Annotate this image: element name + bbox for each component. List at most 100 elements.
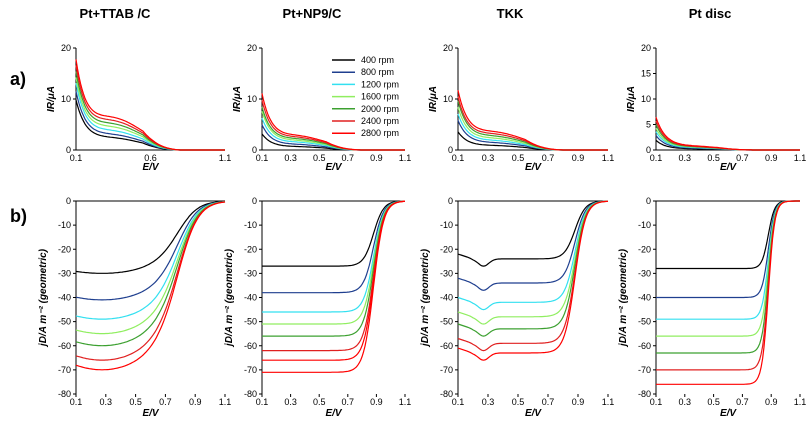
series-line-2000-rpm bbox=[457, 100, 608, 151]
y-tick-label: -70 bbox=[440, 365, 453, 375]
x-tick-label: 0.9 bbox=[765, 153, 778, 163]
y-tick-label: -10 bbox=[440, 220, 453, 230]
x-tick-label: 0.3 bbox=[100, 397, 113, 407]
legend-entry: 800 rpm bbox=[361, 67, 394, 77]
y-axis-label: IR/μA bbox=[46, 86, 57, 112]
x-axis-label: E/V bbox=[142, 408, 159, 419]
plot-panel-a-2: 0.1 0.3 0.5 0.7 0.9 1.1 0 10 20 E/V IR/μA bbox=[232, 43, 411, 173]
y-tick-label: -70 bbox=[638, 365, 651, 375]
x-tick-label: 0.5 bbox=[707, 397, 720, 407]
x-tick-label: 0.9 bbox=[370, 153, 383, 163]
y-tick-label: -40 bbox=[638, 293, 651, 303]
x-tick-label: 0.1 bbox=[452, 153, 465, 163]
x-tick-label: 0.1 bbox=[650, 397, 663, 407]
x-tick-label: 0.7 bbox=[159, 397, 172, 407]
y-tick-label: 10 bbox=[443, 94, 453, 104]
plot-panel-b-3: 0.1 0.3 0.5 0.7 0.9 1.1 0 -10 -20 -30 -40 -50 -60 -70… bbox=[420, 196, 614, 419]
y-axis-label: IR/μA bbox=[232, 86, 243, 112]
x-tick-label: 0.9 bbox=[765, 397, 778, 407]
disc-series-line bbox=[75, 200, 226, 274]
y-axis-label: IR/μA bbox=[626, 86, 637, 112]
x-tick-label: 0.5 bbox=[512, 397, 525, 407]
y-tick-label: 0 bbox=[66, 145, 71, 155]
x-tick-label: 0.3 bbox=[482, 153, 495, 163]
y-tick-label: 20 bbox=[61, 43, 71, 53]
y-tick-label: 0 bbox=[448, 145, 453, 155]
disc-series-line bbox=[656, 200, 800, 320]
x-axis-label: E/V bbox=[325, 162, 342, 173]
x-tick-label: 0.9 bbox=[572, 397, 585, 407]
y-tick-label: -60 bbox=[244, 341, 257, 351]
disc-series-line bbox=[75, 201, 226, 347]
y-tick-label: 0 bbox=[646, 196, 651, 206]
y-tick-label: 0 bbox=[646, 145, 651, 155]
x-tick-label: 1.1 bbox=[399, 153, 412, 163]
y-tick-label: -50 bbox=[638, 317, 651, 327]
x-tick-label: 0.3 bbox=[482, 397, 495, 407]
y-axis-label: IR/μA bbox=[428, 86, 439, 112]
y-axis-label: jD/A m⁻² (geometric) bbox=[420, 248, 431, 348]
plot-panel-a-3: 0.1 0.3 0.5 0.7 0.9 1.1 0 10 20 E/V IR/μA bbox=[428, 43, 614, 173]
legend-entry: 2000 rpm bbox=[361, 104, 399, 114]
x-tick-label: 0.5 bbox=[129, 397, 142, 407]
x-tick-label: 0.3 bbox=[284, 397, 297, 407]
x-tick-label: 0.1 bbox=[256, 397, 269, 407]
legend-entry: 2400 rpm bbox=[361, 116, 399, 126]
series-line-2800-rpm bbox=[457, 90, 608, 151]
y-tick-label: -30 bbox=[638, 268, 651, 278]
series-line-2800-rpm bbox=[75, 59, 225, 151]
y-tick-label: -80 bbox=[638, 389, 651, 399]
disc-series-line bbox=[656, 200, 800, 299]
y-tick-label: -80 bbox=[244, 389, 257, 399]
x-tick-label: 1.1 bbox=[794, 153, 807, 163]
x-tick-label: 0.1 bbox=[256, 153, 269, 163]
disc-series-line bbox=[457, 200, 609, 337]
y-tick-label: -60 bbox=[638, 341, 651, 351]
y-tick-label: -20 bbox=[440, 244, 453, 254]
series-line-2800-rpm bbox=[261, 93, 405, 151]
disc-series-line bbox=[262, 200, 405, 294]
y-tick-label: 0 bbox=[252, 196, 257, 206]
y-tick-label: -60 bbox=[440, 341, 453, 351]
title-panel-1: Pt+TTAB /C bbox=[80, 6, 152, 21]
disc-series-line bbox=[75, 201, 226, 335]
disc-series-line bbox=[262, 200, 406, 373]
y-tick-label: -80 bbox=[440, 389, 453, 399]
series-line-2400-rpm bbox=[457, 96, 608, 151]
y-tick-label: -70 bbox=[58, 365, 71, 375]
y-tick-label: 10 bbox=[641, 94, 651, 104]
x-tick-label: 0.5 bbox=[707, 153, 720, 163]
y-tick-label: -30 bbox=[440, 268, 453, 278]
disc-series-line bbox=[75, 201, 226, 371]
title-panel-2: Pt+NP9/C bbox=[283, 6, 342, 21]
x-tick-label: 1.1 bbox=[602, 397, 615, 407]
x-tick-label: 0.7 bbox=[342, 153, 355, 163]
y-tick-label: -10 bbox=[244, 220, 257, 230]
plot-panel-b-2: 0.1 0.3 0.5 0.7 0.9 1.1 0 -10 -20 -30 -40 -50 -60 -70… bbox=[224, 196, 411, 419]
x-tick-label: 0.5 bbox=[313, 153, 326, 163]
x-axis-label: E/V bbox=[142, 162, 159, 173]
y-tick-label: 10 bbox=[247, 94, 257, 104]
x-tick-label: 0.7 bbox=[736, 153, 749, 163]
x-tick-label: 0.7 bbox=[542, 153, 555, 163]
disc-series-line bbox=[656, 200, 800, 371]
x-axis-label: E/V bbox=[720, 162, 737, 173]
x-tick-label: 0.1 bbox=[650, 153, 663, 163]
y-tick-label: 0 bbox=[66, 196, 71, 206]
x-axis-label: E/V bbox=[325, 408, 342, 419]
title-panel-4: Pt disc bbox=[689, 6, 732, 21]
x-tick-label: 0.3 bbox=[679, 153, 692, 163]
x-tick-label: 1.1 bbox=[794, 397, 807, 407]
y-tick-label: -50 bbox=[244, 317, 257, 327]
x-tick-label: 0.9 bbox=[189, 397, 202, 407]
x-tick-label: 0.3 bbox=[284, 153, 297, 163]
y-tick-label: 20 bbox=[443, 43, 453, 53]
x-tick-label: 0.9 bbox=[370, 397, 383, 407]
x-tick-label: 1.1 bbox=[219, 153, 232, 163]
disc-series-line bbox=[656, 200, 800, 385]
legend-entry: 2800 rpm bbox=[361, 128, 399, 138]
x-axis-label: E/V bbox=[525, 408, 542, 419]
y-tick-label: -70 bbox=[244, 365, 257, 375]
plot-panel-b-4: 0.1 0.3 0.5 0.7 0.9 1.1 0 -10 -20 -30 -40 -50 -60 -70… bbox=[618, 196, 806, 419]
y-tick-label: -10 bbox=[58, 220, 71, 230]
